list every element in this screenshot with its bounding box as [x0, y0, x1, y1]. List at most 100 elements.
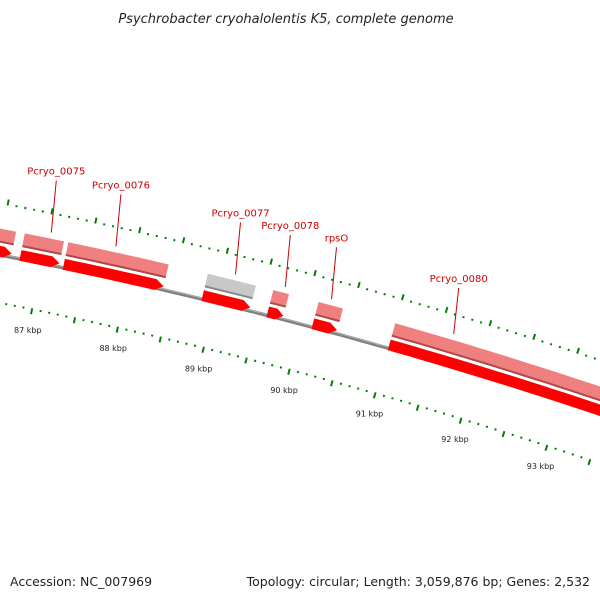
gene-Pcryo_0080[interactable]: Pcryo_0080 [387, 274, 600, 427]
gene-bar[interactable] [391, 323, 600, 415]
outer-tick [181, 237, 186, 244]
kbp-label: 90 kbp [270, 386, 298, 395]
inner-tick [142, 332, 145, 335]
outer-tick [252, 257, 255, 261]
inner-tick [382, 394, 386, 398]
outer-tick [409, 300, 413, 303]
gene-bar[interactable] [65, 242, 169, 278]
gene-bar[interactable] [270, 290, 289, 307]
cds-arrow[interactable] [311, 318, 338, 334]
gene-bar-shadow [0, 240, 14, 246]
gene-bar-shadow [391, 334, 600, 402]
outer-tick [313, 269, 317, 277]
cds-arrow[interactable] [266, 306, 284, 320]
gene-infB[interactable]: infB [0, 150, 17, 258]
gene-label[interactable]: Pcryo_0080 [430, 274, 488, 285]
cds-arrow[interactable] [19, 250, 60, 268]
outer-tick [392, 295, 395, 298]
inner-tick [287, 368, 291, 375]
gene-bar-shadow [315, 313, 340, 323]
gene-Pcryo_0075[interactable]: Pcryo_0075 [19, 167, 85, 268]
inner-tick [219, 350, 222, 354]
inner-tick [47, 311, 51, 315]
cds-arrow[interactable] [0, 234, 12, 258]
gene-bar[interactable] [22, 233, 64, 255]
cds-arrow[interactable] [62, 258, 164, 290]
inner-tick [434, 409, 437, 413]
inner-tick [150, 334, 154, 337]
backbone-line [0, 253, 600, 416]
inner-tick [133, 330, 137, 333]
inner-tick [372, 392, 377, 399]
backbone-highlight [0, 253, 600, 414]
outer-tick [497, 326, 500, 330]
inner-tick [115, 326, 119, 333]
inner-tick [244, 357, 248, 364]
outer-tick [50, 208, 54, 215]
outer-tick [418, 302, 421, 306]
gene-bar[interactable] [0, 218, 17, 245]
outer-tick [322, 276, 325, 279]
inner-tick [322, 377, 326, 381]
inner-tick [544, 444, 549, 452]
gene-label[interactable]: Pcryo_0075 [27, 167, 85, 178]
outer-tick [67, 215, 71, 219]
gene-bar-shadow [269, 301, 286, 308]
inner-tick [356, 387, 360, 390]
inner-tick [415, 404, 420, 411]
gene-bar-shadow [22, 245, 62, 256]
outer-tick [444, 306, 449, 314]
inner-tick [562, 450, 566, 453]
outer-tick [348, 283, 351, 286]
inner-tick [520, 436, 523, 439]
kbp-label: 89 kbp [185, 364, 213, 373]
outer-tick [278, 264, 281, 268]
inner-tick [176, 340, 180, 343]
kbp-label: 88 kbp [99, 344, 127, 353]
accession-label: Accession: NC_007969 [10, 574, 152, 589]
gene-label-leader [115, 194, 122, 247]
gene-label[interactable]: Pcryo_0077 [211, 208, 269, 219]
inner-tick [330, 380, 334, 387]
outer-tick [94, 217, 98, 224]
outer-tick [532, 333, 537, 340]
outer-tick [558, 345, 562, 349]
outer-tick [523, 334, 527, 338]
outer-tick [216, 249, 220, 252]
outer-tick [506, 329, 509, 332]
inner-tick [580, 455, 583, 459]
kbp-label: 92 kbp [441, 435, 469, 444]
outer-tick [436, 308, 439, 311]
genome-track[interactable]: 87 kbp 88 kbp 89 kbp 90 kbp 91 kbp 92 kbp 93 k… [0, 150, 600, 471]
inner-tick [451, 414, 454, 418]
gene-label-leader [50, 180, 57, 233]
inner-tick [365, 389, 368, 393]
inner-tick [193, 344, 197, 347]
outer-tick [514, 331, 518, 335]
kbp-label: 93 kbp [527, 462, 555, 471]
inner-tick [511, 433, 514, 437]
outer-tick [584, 354, 588, 357]
outer-tick [199, 245, 202, 248]
gene-Pcryo_0077[interactable]: Pcryo_0077 [201, 208, 270, 311]
outer-tick [225, 247, 230, 254]
inner-tick [399, 399, 403, 403]
outer-tick [365, 288, 369, 291]
outer-tick [471, 318, 474, 322]
gene-rpsO[interactable]: rpsO [311, 233, 349, 334]
outer-tick [330, 278, 334, 282]
gene-label[interactable]: Pcryo_0076 [92, 180, 150, 191]
gene-label[interactable]: Pcryo_0078 [261, 221, 319, 232]
inner-tick [494, 428, 497, 431]
genome-summary: Topology: circular; Length: 3,059,876 bp… [246, 574, 590, 589]
outer-tick [357, 281, 361, 289]
gene-bar[interactable] [204, 273, 256, 299]
cds-arrow[interactable] [387, 339, 600, 427]
cds-arrow[interactable] [201, 290, 251, 311]
outer-tick [383, 292, 386, 296]
gene-Pcryo_0076[interactable]: Pcryo_0076 [62, 180, 169, 290]
gene-Pcryo_0078[interactable]: Pcryo_0078 [261, 221, 319, 320]
inner-tick [425, 407, 429, 410]
gene-label[interactable]: rpsO [325, 233, 349, 244]
